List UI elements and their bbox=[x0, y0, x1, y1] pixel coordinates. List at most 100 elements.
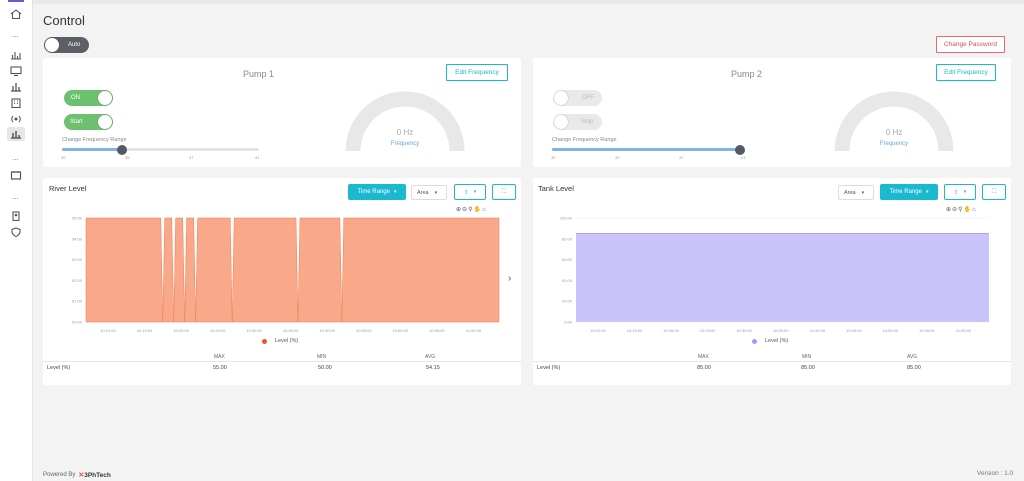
river-chart-type-select[interactable]: Area ▾ bbox=[411, 185, 447, 200]
river-level-card: River Level Time Range ▾ Area ▾ ⇪ ▾ ⛶ ⊕⊖… bbox=[43, 178, 521, 385]
tank-chart-plot[interactable]: 100.00 80.00 60.00 40.00 20.00 0.00 10:10:00 10… bbox=[533, 212, 1011, 342]
app-version: Version : 1.0 bbox=[977, 470, 1014, 477]
report-icon[interactable] bbox=[10, 82, 22, 92]
slider-tick: 30 bbox=[551, 155, 556, 160]
building-icon[interactable] bbox=[10, 98, 22, 108]
stats-header-min: MIN bbox=[317, 354, 327, 360]
reset-home-icon[interactable]: ⌂ bbox=[971, 207, 977, 213]
y-tick-label: 52.00 bbox=[72, 278, 83, 283]
magnify-icon[interactable]: ⚲ bbox=[468, 207, 474, 213]
x-tick-label: 10:15:00 bbox=[137, 328, 153, 333]
chevron-down-icon: ▾ bbox=[925, 189, 929, 195]
sidebar-separator: ... bbox=[12, 192, 19, 201]
stats-header-min: MIN bbox=[802, 354, 812, 360]
chevron-down-icon: ▾ bbox=[963, 189, 967, 195]
river-chart-title: River Level bbox=[49, 184, 87, 193]
pump1-gauge-value: 0 Hz bbox=[396, 128, 414, 137]
pump1-slider-fill bbox=[62, 148, 122, 151]
tank-level-card: Tank Level Area ▾ Time Range ▾ ⇪ ▾ ⛶ ⊕⊖⚲… bbox=[533, 178, 1011, 385]
pump1-slider-track[interactable] bbox=[62, 148, 259, 151]
y-tick-label: 54.00 bbox=[72, 236, 83, 241]
stats-min-value: 50.00 bbox=[318, 365, 332, 371]
zoom-out-icon[interactable]: ⊖ bbox=[952, 207, 959, 213]
pump1-gauge-label: Frequency bbox=[390, 141, 420, 147]
tank-chart-type-select[interactable]: Area ▾ bbox=[838, 185, 874, 200]
home-icon[interactable] bbox=[10, 9, 22, 19]
stats-avg-value: 85.00 bbox=[907, 365, 921, 371]
change-password-button[interactable]: Change Password bbox=[936, 36, 1005, 53]
stats-max-value: 55.00 bbox=[213, 365, 227, 371]
river-legend[interactable]: Level (%) bbox=[262, 338, 298, 344]
y-tick-label: 40.00 bbox=[562, 278, 573, 283]
shield-icon[interactable] bbox=[10, 227, 22, 237]
pump1-run-toggle[interactable]: Start bbox=[64, 114, 113, 130]
zoom-out-icon[interactable]: ⊖ bbox=[462, 207, 469, 213]
chevron-down-icon: ▾ bbox=[861, 189, 865, 196]
signal-icon[interactable] bbox=[10, 114, 22, 124]
river-export-button[interactable]: ⇪ ▾ bbox=[454, 184, 486, 200]
pump2-card: Pump 2 Edit Frequency OFF Stop Change Fr… bbox=[533, 58, 1011, 167]
pump1-slider-caption: Change Frequency Range bbox=[62, 137, 127, 143]
x-tick-label: 10:55:00 bbox=[919, 328, 935, 333]
toggle-knob bbox=[554, 91, 568, 105]
river-fullscreen-button[interactable]: ⛶ bbox=[492, 184, 516, 200]
river-time-range-button[interactable]: Time Range ▾ bbox=[348, 184, 406, 200]
x-tick-label: 10:35:00 bbox=[773, 328, 789, 333]
pump1-gauge bbox=[345, 91, 465, 152]
pump2-power-label: OFF bbox=[582, 95, 594, 101]
x-tick-label: 10:45:00 bbox=[846, 328, 862, 333]
settings-icon[interactable] bbox=[10, 170, 22, 180]
tank-export-button[interactable]: ⇪ ▾ bbox=[944, 184, 976, 200]
chevron-down-icon: ▾ bbox=[393, 189, 397, 195]
tank-time-range-button[interactable]: Time Range ▾ bbox=[880, 184, 938, 200]
legend-label: Level (%) bbox=[765, 338, 789, 344]
page-title: Control bbox=[43, 13, 85, 28]
pump2-gauge-value: 0 Hz bbox=[885, 128, 903, 137]
pump1-edit-frequency-button[interactable]: Edit Frequency bbox=[446, 64, 508, 81]
zoom-in-icon[interactable]: ⊕ bbox=[946, 207, 953, 213]
pump2-run-toggle[interactable]: Stop bbox=[553, 114, 602, 130]
x-tick-label: 10:30:00 bbox=[246, 328, 262, 333]
pump2-slider-fill bbox=[552, 148, 739, 151]
pump1-power-toggle[interactable]: ON bbox=[64, 90, 113, 106]
pan-icon[interactable]: ✋ bbox=[473, 207, 482, 213]
tank-chart-toolbar[interactable]: ⊕⊖⚲✋⌂ bbox=[946, 206, 977, 213]
stats-header-avg: AVG bbox=[425, 354, 436, 360]
auto-toggle[interactable]: Auto bbox=[44, 37, 89, 53]
x-tick-label: 10:15:00 bbox=[627, 328, 643, 333]
x-tick-label: 10:40:00 bbox=[319, 328, 335, 333]
tank-legend[interactable]: Level (%) bbox=[752, 338, 788, 344]
header-bar bbox=[33, 0, 1024, 4]
legend-marker bbox=[262, 338, 267, 344]
magnify-icon[interactable]: ⚲ bbox=[958, 207, 964, 213]
user-icon[interactable] bbox=[10, 211, 22, 221]
export-icon: ⇪ bbox=[953, 189, 959, 196]
pump2-slider-handle[interactable] bbox=[735, 145, 745, 155]
river-chart-toolbar[interactable]: ⊕⊖⚲✋⌂ bbox=[456, 206, 487, 213]
reset-home-icon[interactable]: ⌂ bbox=[481, 207, 487, 213]
pump1-slider-handle[interactable] bbox=[117, 145, 127, 155]
stats-header-max: MAX bbox=[214, 354, 225, 360]
legend-label: Level (%) bbox=[275, 338, 299, 344]
pump2-edit-frequency-button[interactable]: Edit Frequency bbox=[936, 64, 996, 81]
pump2-power-toggle[interactable]: OFF bbox=[553, 90, 602, 106]
pump1-card: Pump 1 Edit Frequency ON Start Change Fr… bbox=[43, 58, 521, 167]
slider-tick: 41 bbox=[255, 155, 260, 160]
stats-divider bbox=[43, 361, 521, 362]
slider-tick: 37 bbox=[189, 155, 194, 160]
chevron-down-icon: ▾ bbox=[473, 189, 477, 195]
bar-chart-icon[interactable] bbox=[10, 50, 22, 60]
control-chart-icon[interactable] bbox=[10, 129, 22, 139]
x-tick-label: 10:55:00 bbox=[429, 328, 445, 333]
tank-fullscreen-button[interactable]: ⛶ bbox=[982, 184, 1006, 200]
monitor-icon[interactable] bbox=[10, 66, 22, 76]
y-tick-label: 80.00 bbox=[562, 236, 573, 241]
toggle-knob bbox=[45, 38, 59, 52]
zoom-in-icon[interactable]: ⊕ bbox=[456, 207, 463, 213]
pump2-title: Pump 2 bbox=[731, 69, 763, 79]
chevron-right-icon[interactable]: › bbox=[508, 273, 512, 284]
y-tick-label: 20.00 bbox=[562, 299, 573, 304]
river-chart-plot[interactable]: 55.00 54.00 53.00 52.00 51.00 50.00 10:10:00 10… bbox=[43, 212, 521, 342]
y-tick-label: 53.00 bbox=[72, 257, 83, 262]
pan-icon[interactable]: ✋ bbox=[963, 207, 972, 213]
